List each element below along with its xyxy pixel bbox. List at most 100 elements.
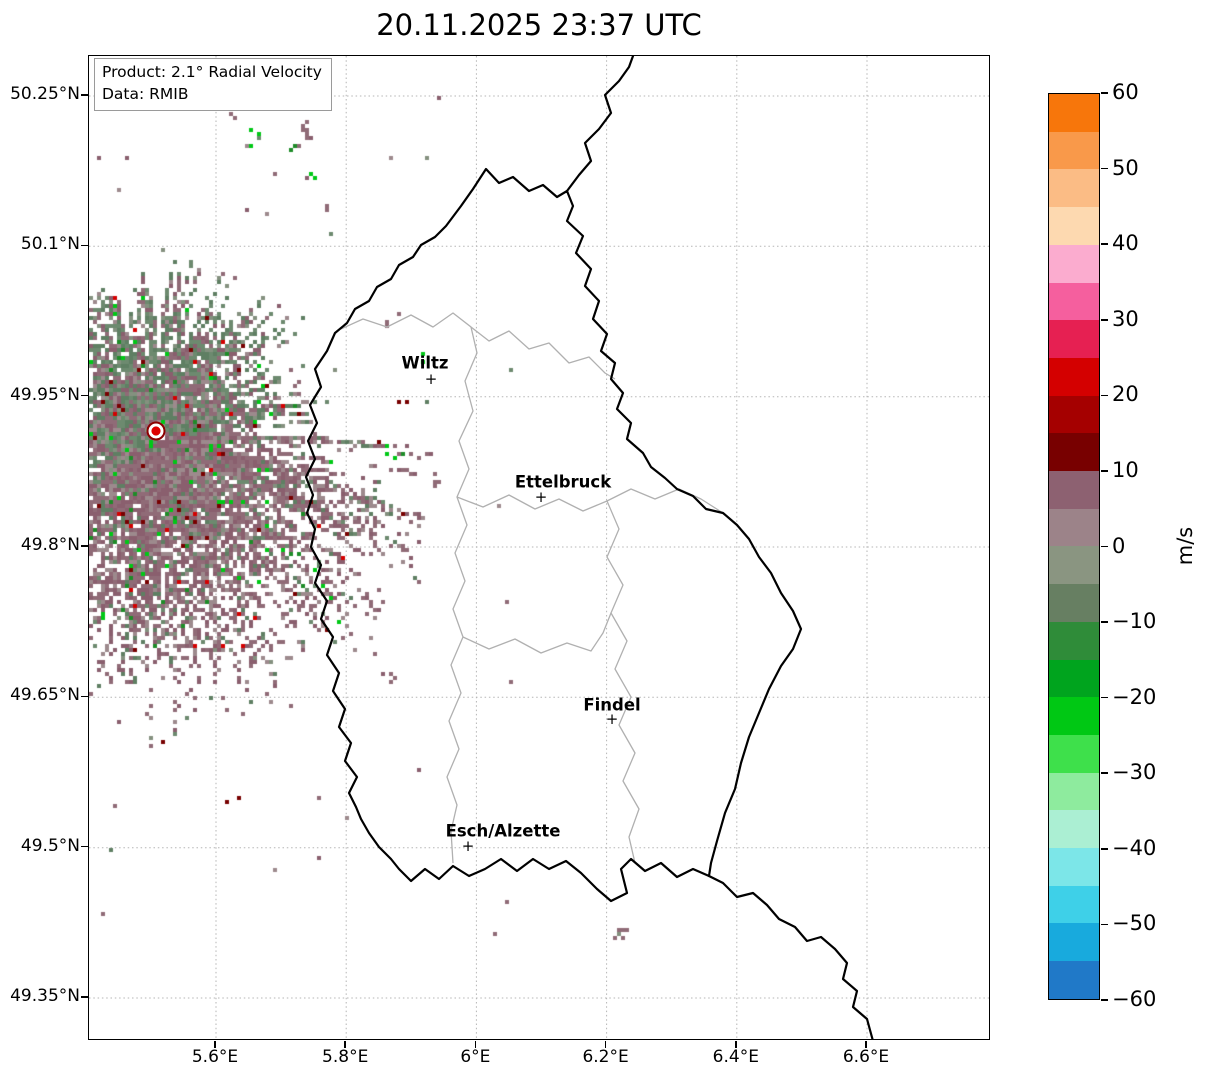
colorbar-tick-label: 20 xyxy=(1112,382,1139,407)
lat-tick-mark xyxy=(81,394,88,397)
colorbar-tick-mark xyxy=(1101,621,1108,623)
map-plot-area: Product: 2.1° Radial Velocity Data: RMIB… xyxy=(88,55,990,1040)
colorbar-tick-label: 40 xyxy=(1112,231,1139,256)
city-label: Findel xyxy=(583,695,641,715)
city-label: Ettelbruck xyxy=(514,472,612,492)
lat-tick-label: 49.35°N xyxy=(10,986,80,1006)
lat-tick-label: 49.65°N xyxy=(10,685,80,706)
colorbar-segment xyxy=(1049,584,1099,622)
colorbar-segment xyxy=(1049,848,1099,886)
colorbar-segment xyxy=(1049,734,1099,773)
lon-tick-label: 6.6°E xyxy=(842,1047,890,1067)
lon-tick-mark xyxy=(604,1041,607,1048)
lat-tick-mark xyxy=(81,244,88,247)
lat-tick-mark xyxy=(81,94,88,96)
lon-tick-mark xyxy=(214,1041,216,1048)
radar-velocity-pixels xyxy=(89,56,989,1039)
lon-tick-mark xyxy=(865,1041,867,1048)
colorbar-segment xyxy=(1049,697,1099,735)
colorbar-segment xyxy=(1049,169,1099,208)
colorbar-tick-mark xyxy=(1101,696,1108,699)
colorbar xyxy=(1048,93,1100,1000)
district-border xyxy=(446,326,478,864)
lat-tick-label: 50.1°N xyxy=(20,234,80,255)
lon-tick-mark xyxy=(474,1041,477,1048)
colorbar-tick-label: −30 xyxy=(1112,760,1157,785)
colorbar-tick-label: −60 xyxy=(1112,987,1157,1011)
colorbar-segment xyxy=(1049,772,1099,811)
country-border-luxembourg xyxy=(304,167,803,903)
lat-tick-mark xyxy=(81,845,88,848)
lat-tick-mark xyxy=(81,695,88,698)
colorbar-tick-mark xyxy=(1101,318,1108,321)
colorbar-tick-mark xyxy=(1101,545,1108,548)
colorbar-segment xyxy=(1049,207,1099,245)
country-border-southeast xyxy=(707,874,874,1039)
colorbar-segment xyxy=(1049,433,1099,472)
colorbar-segment xyxy=(1049,357,1099,396)
colorbar-tick-label: 10 xyxy=(1112,457,1139,482)
colorbar-segment xyxy=(1049,94,1099,132)
lon-tick-label: 5.8°E xyxy=(322,1047,369,1067)
colorbar-segment xyxy=(1049,961,1099,999)
lon-tick-mark xyxy=(344,1041,346,1048)
lon-tick-label: 6.2°E xyxy=(582,1047,629,1067)
colorbar-segment xyxy=(1049,395,1099,434)
colorbar-tick-label: −10 xyxy=(1112,609,1157,634)
colorbar-tick-mark xyxy=(1101,848,1108,850)
lat-tick-mark xyxy=(81,545,88,547)
borders-layer xyxy=(304,56,874,1039)
radar-site-marker xyxy=(146,421,166,441)
city-label: Esch/Alzette xyxy=(445,821,561,841)
colorbar-segment xyxy=(1049,508,1099,547)
lat-tick-mark xyxy=(81,996,88,998)
lon-tick-label: 6.4°E xyxy=(712,1047,759,1067)
city-marker: + xyxy=(534,488,548,507)
lat-tick-label: 50.25°N xyxy=(10,84,80,104)
city-label: Wiltz xyxy=(401,353,449,373)
lon-tick-label: 5.6°E xyxy=(191,1047,239,1067)
colorbar-segment xyxy=(1049,244,1099,283)
colorbar-segment xyxy=(1049,621,1099,660)
product-info-box: Product: 2.1° Radial Velocity Data: RMIB xyxy=(94,58,332,112)
lat-tick-label: 49.95°N xyxy=(10,384,80,405)
colorbar-segment xyxy=(1049,885,1099,924)
colorbar-segment xyxy=(1049,320,1099,358)
colorbar-tick-mark xyxy=(1101,470,1108,472)
colorbar-tick-label: −20 xyxy=(1112,684,1157,709)
colorbar-tick-mark xyxy=(1101,999,1108,1001)
colorbar-segment xyxy=(1049,659,1099,698)
colorbar-tick-label: 0 xyxy=(1112,533,1126,558)
data-source-line: Data: RMIB xyxy=(102,84,189,103)
colorbar-tick-label: 50 xyxy=(1112,155,1139,180)
colorbar-tick-label: 30 xyxy=(1112,306,1139,331)
colorbar-segment xyxy=(1049,471,1099,509)
city-marker: + xyxy=(461,837,475,856)
lon-tick-label: 6°E xyxy=(460,1047,491,1067)
colorbar-tick-mark xyxy=(1101,167,1108,170)
figure-title: 20.11.2025 23:37 UTC xyxy=(376,8,702,42)
city-marker: + xyxy=(605,710,619,729)
colorbar-tick-label: −50 xyxy=(1112,911,1157,936)
colorbar-segment xyxy=(1049,810,1099,849)
colorbar-tick-mark xyxy=(1101,772,1108,775)
district-border xyxy=(340,312,616,380)
colorbar-tick-label: −40 xyxy=(1112,835,1157,860)
city-marker: + xyxy=(424,370,438,389)
colorbar-tick-mark xyxy=(1101,394,1108,397)
colorbar-segment xyxy=(1049,546,1099,585)
country-border-north xyxy=(565,56,635,193)
lat-tick-label: 49.5°N xyxy=(20,835,80,856)
colorbar-segment xyxy=(1049,923,1099,962)
lat-tick-label: 49.8°N xyxy=(20,535,80,555)
colorbar-segment xyxy=(1049,131,1099,170)
lon-tick-mark xyxy=(735,1041,737,1048)
district-border xyxy=(606,500,640,864)
colorbar-tick-mark xyxy=(1101,923,1108,926)
colorbar-segment xyxy=(1049,282,1099,321)
product-info-line: Product: 2.1° Radial Velocity xyxy=(102,63,322,81)
colorbar-tick-mark xyxy=(1101,243,1108,245)
district-border xyxy=(462,612,612,654)
colorbar-unit-label: m/s xyxy=(1173,526,1197,566)
